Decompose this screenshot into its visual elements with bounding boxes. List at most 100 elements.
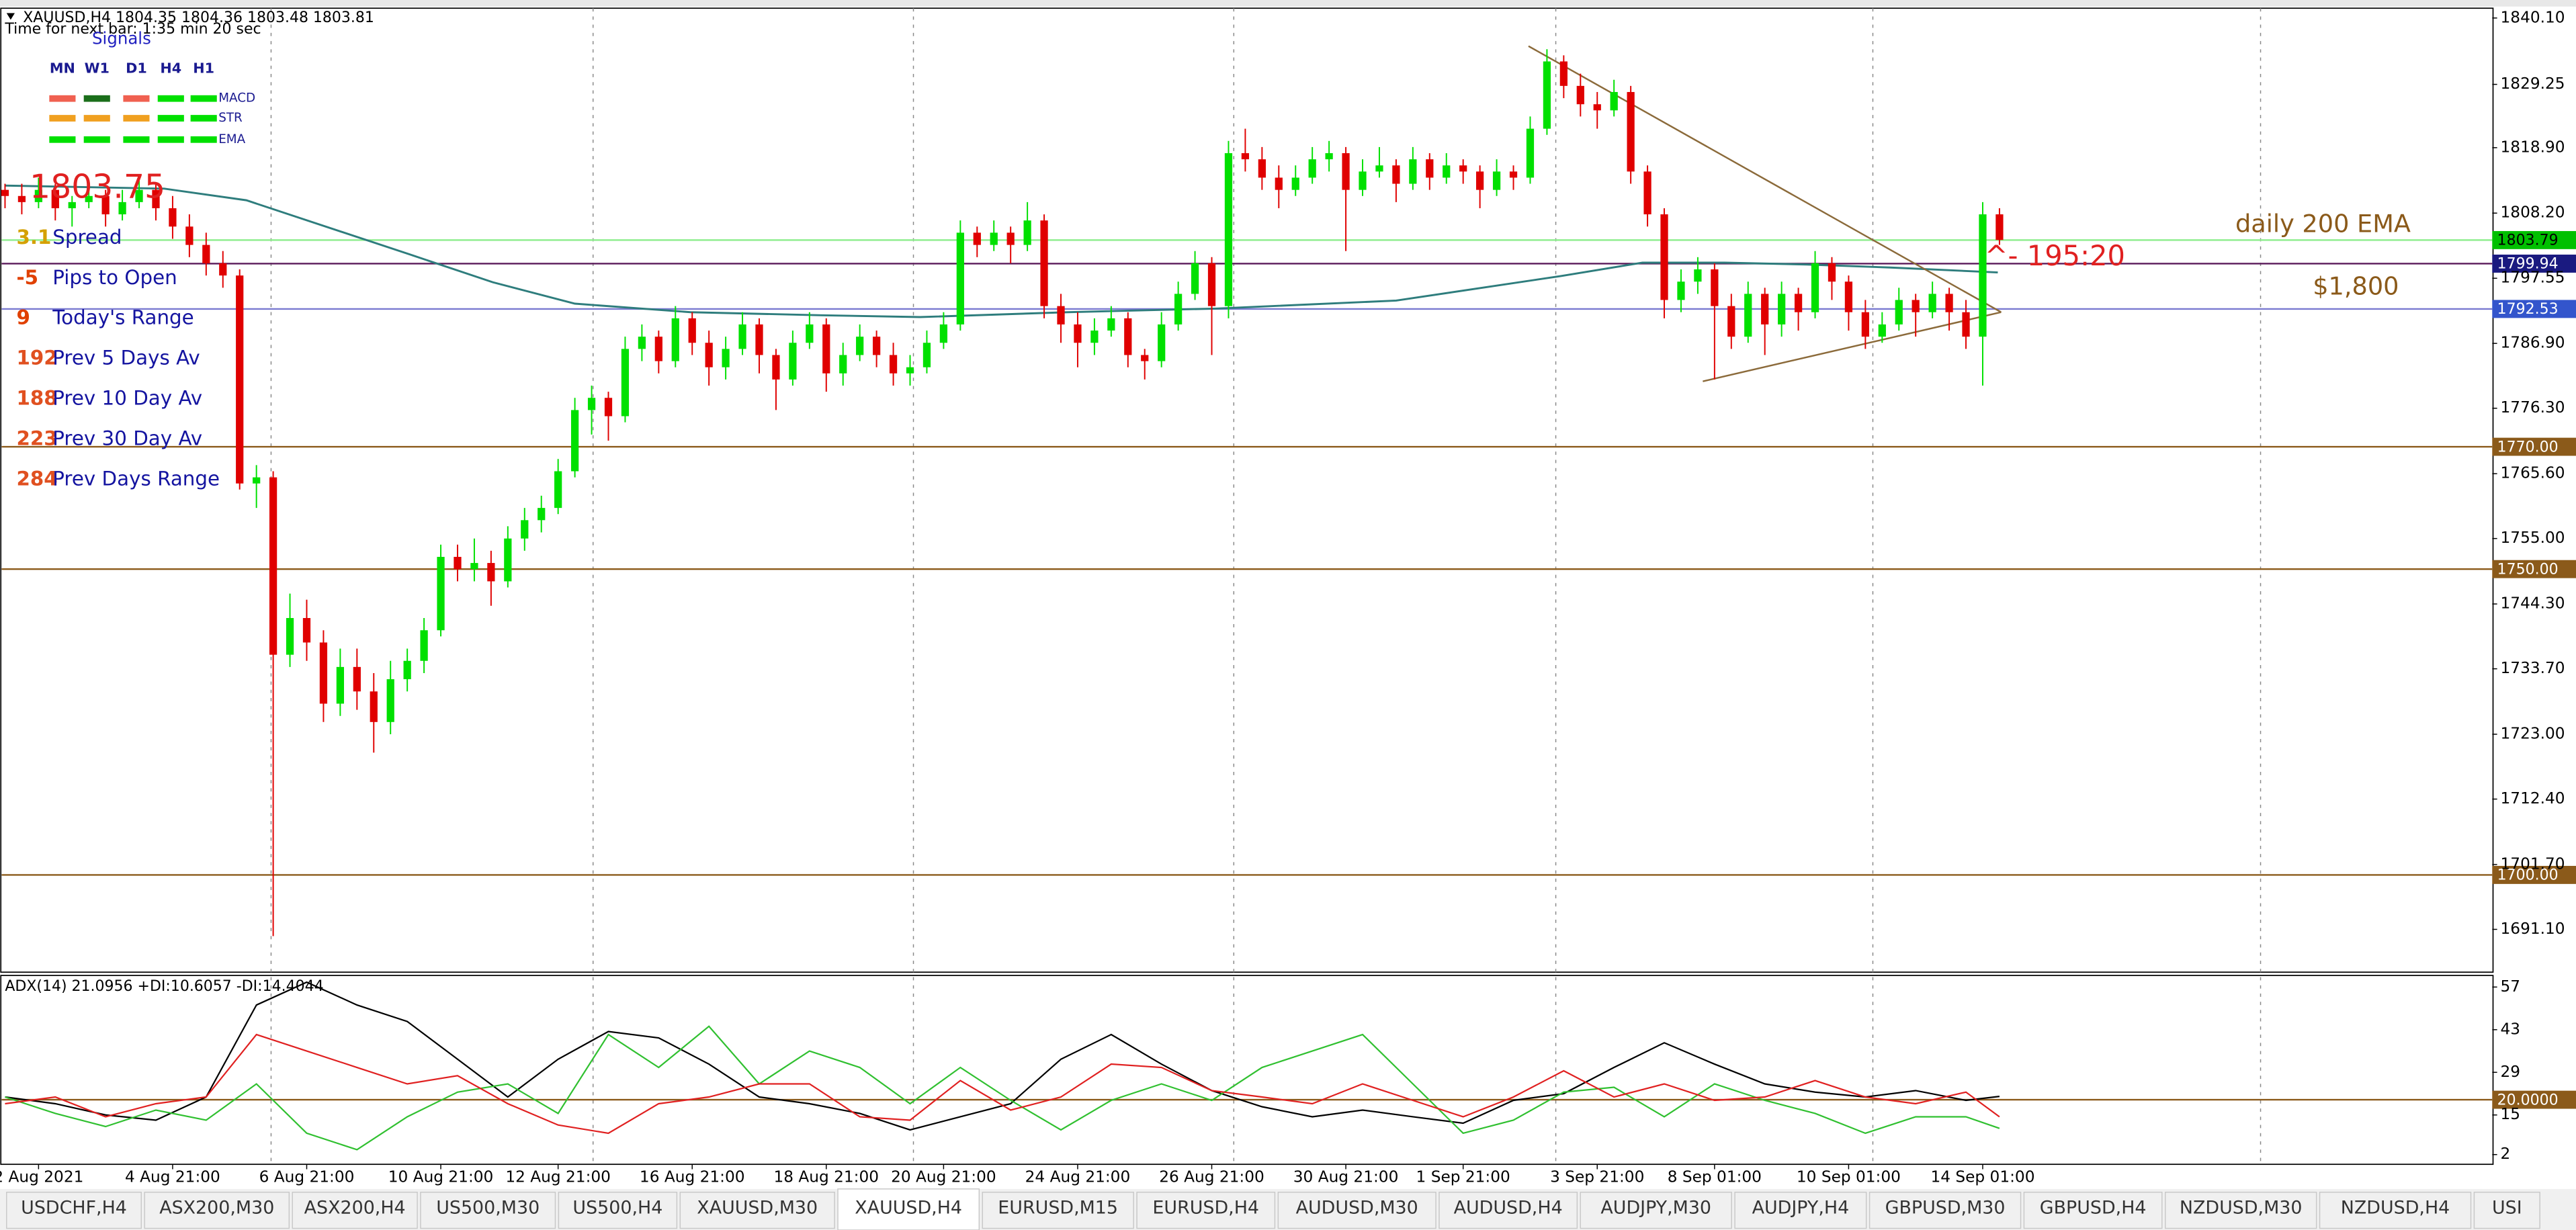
tab[interactable]: US500,M30 — [420, 1192, 556, 1229]
y-tick-label: 2 — [2501, 1145, 2511, 1163]
signal-dash — [83, 95, 110, 102]
candle-body — [806, 324, 814, 343]
signal-dash — [49, 136, 76, 143]
tab-label[interactable]: AUDJPY,H4 — [1752, 1198, 1850, 1219]
stat-value: 192 — [16, 347, 57, 369]
candle-body — [1559, 61, 1568, 86]
tab-label[interactable]: AUDJPY,M30 — [1600, 1198, 1711, 1219]
tab-background[interactable] — [2023, 1192, 2163, 1229]
tab-background[interactable] — [2319, 1192, 2472, 1229]
stat-label: Pips to Open — [52, 266, 177, 289]
stat-label: Prev Days Range — [52, 467, 220, 490]
adx-line — [5, 981, 2000, 1131]
tab-label[interactable]: USDCHF,H4 — [21, 1198, 127, 1219]
tab[interactable]: GBPUSD,M30 — [1869, 1192, 2022, 1229]
tab[interactable]: USDCHF,H4 — [6, 1192, 142, 1229]
tab[interactable]: ASX200,M30 — [144, 1192, 290, 1229]
tab[interactable]: XAUUSD,M30 — [679, 1192, 835, 1229]
tab[interactable]: XAUUSD,H4 — [837, 1188, 980, 1230]
tab-label[interactable]: EURUSD,H4 — [1152, 1198, 1259, 1219]
candle-body — [118, 202, 126, 215]
tab[interactable]: US500,H4 — [558, 1192, 678, 1229]
tab-label[interactable]: US500,M30 — [436, 1198, 540, 1219]
candle-body — [705, 343, 713, 367]
candle-body — [638, 337, 646, 349]
tab-background[interactable] — [6, 1192, 142, 1229]
tab-label[interactable]: XAUUSD,H4 — [855, 1198, 962, 1219]
tab-background[interactable] — [292, 1192, 418, 1229]
tab[interactable]: NZDUSD,H4 — [2319, 1192, 2472, 1229]
tab[interactable]: ASX200,H4 — [292, 1192, 418, 1229]
candle-body — [1828, 263, 1836, 282]
tab-background[interactable] — [558, 1192, 678, 1229]
candle-body — [889, 355, 898, 374]
tab-label[interactable]: NZDUSD,M30 — [2180, 1198, 2303, 1219]
tab-background[interactable] — [144, 1192, 290, 1229]
tab-background[interactable] — [982, 1192, 1134, 1229]
tab[interactable]: NZDUSD,M30 — [2164, 1192, 2317, 1229]
tab-background[interactable] — [1277, 1192, 1436, 1229]
candle-body — [1979, 214, 1987, 337]
signal-dash — [49, 95, 76, 102]
tab[interactable]: EURUSD,M15 — [982, 1192, 1134, 1229]
tab-background[interactable] — [679, 1192, 835, 1229]
tab[interactable]: AUDJPY,M30 — [1580, 1192, 1732, 1229]
stat-value: -5 — [16, 266, 38, 289]
tab-background[interactable] — [1869, 1192, 2022, 1229]
candle-body — [1694, 269, 1702, 282]
tab-label[interactable]: ASX200,M30 — [159, 1198, 274, 1219]
tab-background[interactable] — [420, 1192, 556, 1229]
candle-body — [1275, 177, 1283, 190]
candle-body — [253, 477, 261, 484]
candle-body — [1928, 294, 1936, 312]
tab-label[interactable]: XAUUSD,M30 — [697, 1198, 818, 1219]
menu-arrow — [6, 13, 15, 20]
tab-background[interactable] — [1580, 1192, 1732, 1229]
level-label: 1700.00 — [2497, 867, 2559, 884]
tab-background[interactable] — [837, 1188, 980, 1230]
candle-body — [34, 189, 42, 202]
candle-body — [604, 398, 613, 416]
y-tick-label: 1786.90 — [2501, 334, 2565, 352]
tab-label[interactable]: GBPUSD,H4 — [2040, 1198, 2147, 1219]
tab[interactable]: AUDUSD,M30 — [1277, 1192, 1436, 1229]
tab[interactable]: AUDUSD,H4 — [1439, 1192, 1578, 1229]
candle-body — [1459, 165, 1467, 172]
stat-label: Prev 5 Days Av — [52, 347, 200, 369]
tab-label[interactable]: US500,H4 — [572, 1198, 662, 1219]
tab-label[interactable]: NZDUSD,H4 — [2341, 1198, 2450, 1219]
timeframe-label: H1 — [193, 60, 214, 77]
tab-label[interactable]: GBPUSD,M30 — [1885, 1198, 2006, 1219]
candle-body — [504, 538, 512, 582]
x-tick-label: 6 Aug 21:00 — [259, 1168, 355, 1186]
tab-background[interactable] — [1136, 1192, 1276, 1229]
tab[interactable]: AUDJPY,H4 — [1734, 1192, 1867, 1229]
candle-body — [1627, 91, 1635, 172]
main-frame — [0, 7, 2494, 973]
stat-value: 284 — [16, 467, 57, 490]
candle-body — [1778, 294, 1786, 324]
tab-label[interactable]: AUDUSD,M30 — [1296, 1198, 1418, 1219]
tab-label[interactable]: ASX200,H4 — [304, 1198, 406, 1219]
candle-body — [454, 556, 462, 570]
signal-dash — [190, 115, 217, 122]
trendline — [1703, 311, 2002, 382]
candle-body — [1593, 104, 1601, 111]
tab-label[interactable]: AUDUSD,H4 — [1454, 1198, 1563, 1219]
candle-body — [1962, 312, 1970, 337]
x-tick-label: 2 Aug 2021 — [0, 1168, 83, 1186]
tab-background[interactable] — [2473, 1192, 2540, 1229]
tab-background[interactable] — [1439, 1192, 1578, 1229]
tab-label[interactable]: USI — [2492, 1198, 2522, 1219]
candle-body — [1794, 294, 1803, 312]
tab[interactable]: USI — [2473, 1192, 2540, 1229]
candle-body — [1443, 165, 1451, 178]
tab[interactable]: EURUSD,H4 — [1136, 1192, 1276, 1229]
candle-body — [1241, 153, 1250, 160]
tab-label[interactable]: EURUSD,M15 — [998, 1198, 1118, 1219]
tab[interactable]: GBPUSD,H4 — [2023, 1192, 2163, 1229]
tab-background[interactable] — [2164, 1192, 2317, 1229]
tab-background[interactable] — [1734, 1192, 1867, 1229]
y-tick-label: 1776.30 — [2501, 398, 2565, 416]
